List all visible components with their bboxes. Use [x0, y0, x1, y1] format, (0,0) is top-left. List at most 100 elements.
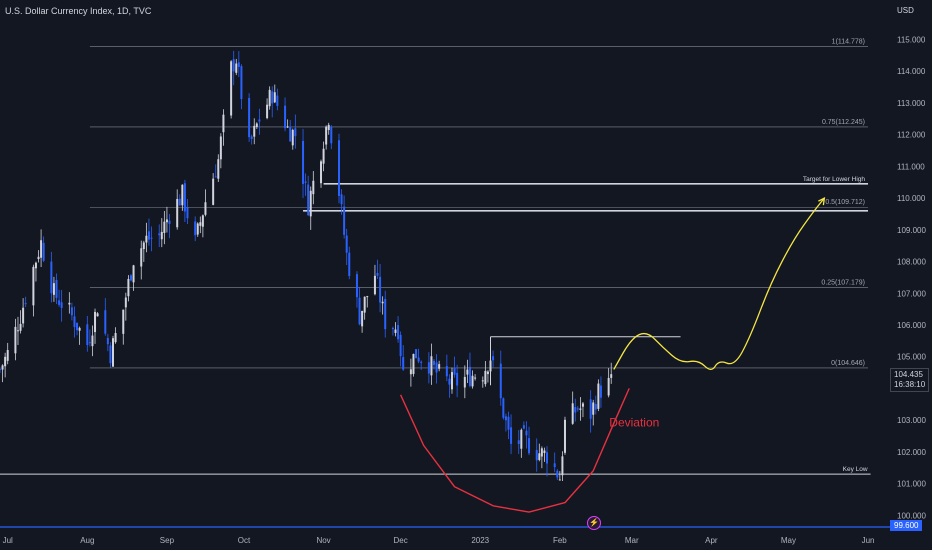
candle-body [327, 124, 330, 131]
candle-body [222, 114, 225, 133]
candle-body [14, 326, 17, 354]
time-tick-label: Dec [394, 536, 408, 545]
candle-body [214, 176, 217, 178]
candle-body [4, 356, 7, 367]
candle-body [358, 297, 361, 325]
price-tick-label: 113.000 [897, 99, 926, 108]
candle-body [337, 140, 340, 196]
candle-body [250, 136, 253, 139]
candle-body [1, 365, 4, 370]
deviation-curve [399, 388, 630, 513]
candle-body [132, 265, 135, 283]
candle-body [579, 408, 582, 410]
candle-body [142, 242, 145, 250]
candle-body [106, 337, 109, 345]
candle-body [561, 456, 564, 476]
candle-body [366, 296, 369, 298]
price-tick-label: 110.000 [897, 194, 926, 203]
candle-body [60, 302, 63, 308]
candle-body [273, 92, 276, 103]
candle-body [129, 275, 132, 281]
candle-body [0, 368, 1, 370]
candle-body [6, 350, 9, 361]
candle-body [307, 184, 310, 216]
candle-body [484, 370, 487, 385]
candle-body [309, 190, 312, 217]
price-tick-label: 108.000 [897, 258, 926, 267]
candle-body [96, 313, 99, 317]
time-axis[interactable]: Jul Aug Sep Oct Nov Dec 2023 Feb Mar Apr May Jun [3, 536, 875, 545]
candles[interactable] [0, 50, 613, 482]
time-tick-label: Sep [160, 536, 175, 545]
candle-body [546, 452, 549, 464]
candle-body [435, 362, 438, 373]
candle-body [124, 297, 127, 308]
candle-body [201, 215, 204, 227]
deviation-label: Deviation [609, 415, 659, 429]
candle-body [594, 403, 597, 410]
candle-body [391, 327, 394, 330]
candle-body [471, 375, 474, 387]
candle-body [284, 105, 287, 129]
price-tick-label: 112.000 [897, 131, 926, 140]
candle-body [381, 301, 384, 304]
candle-body [486, 371, 489, 375]
candle-body [91, 335, 94, 347]
lightning-icon[interactable]: ⚡ [587, 516, 601, 530]
candle-body [558, 479, 561, 481]
price-axis[interactable]: 115.000 114.000 113.000 112.000 111.000 110.0… [897, 36, 926, 521]
candle-body [528, 438, 531, 454]
level-label: Key Low [843, 466, 868, 473]
candle-body [183, 183, 186, 212]
candle-body [510, 427, 513, 444]
chart-title: U.S. Dollar Currency Index, 1D, TVC [5, 6, 152, 16]
candle-body [373, 275, 376, 295]
candle-body [543, 450, 546, 454]
time-tick-label: Nov [316, 536, 330, 545]
price-tick-label: 107.000 [897, 289, 926, 298]
candle-body [22, 307, 25, 324]
candle-body [255, 123, 258, 127]
candle-body [204, 202, 207, 215]
candle-body [230, 61, 233, 116]
candle-body [147, 231, 150, 240]
candle-body [343, 206, 346, 235]
candle-body [507, 416, 510, 430]
candle-body [114, 333, 117, 343]
candle-body [597, 383, 600, 409]
candle-body [34, 262, 37, 269]
level-label: 0.5(109.712) [825, 199, 865, 206]
candle-body [553, 463, 556, 468]
candle-body [599, 385, 602, 398]
candle-body [55, 279, 58, 298]
candle-body [397, 325, 400, 340]
candle-body [456, 372, 459, 386]
projection-line [613, 197, 825, 371]
candle-body [253, 125, 256, 137]
candle-body [50, 261, 53, 294]
candle-body [420, 361, 423, 363]
candle-body [19, 323, 22, 331]
candle-body [376, 272, 379, 276]
candle-body [291, 129, 294, 146]
candle-body [109, 345, 112, 364]
candle-body [492, 356, 495, 361]
projection-arrow-head [818, 196, 826, 206]
candle-body [412, 353, 415, 374]
candle-body [37, 256, 40, 260]
price-tick-label: 105.000 [897, 353, 926, 362]
annotations: Deviation [609, 415, 659, 429]
last-price-tag: 104.435 16:38:10 [890, 368, 930, 392]
candle-body [168, 220, 171, 224]
level-label: Target for Lower High [803, 176, 866, 183]
candle-body [379, 276, 382, 303]
candle-body [240, 66, 243, 100]
candle-body [504, 416, 507, 421]
candle-body [217, 159, 220, 179]
candle-body [212, 178, 215, 205]
candle-body [399, 334, 402, 357]
time-tick-label: 2023 [471, 536, 489, 545]
bar-countdown: 16:38:10 [894, 380, 926, 389]
candle-body [40, 240, 43, 258]
